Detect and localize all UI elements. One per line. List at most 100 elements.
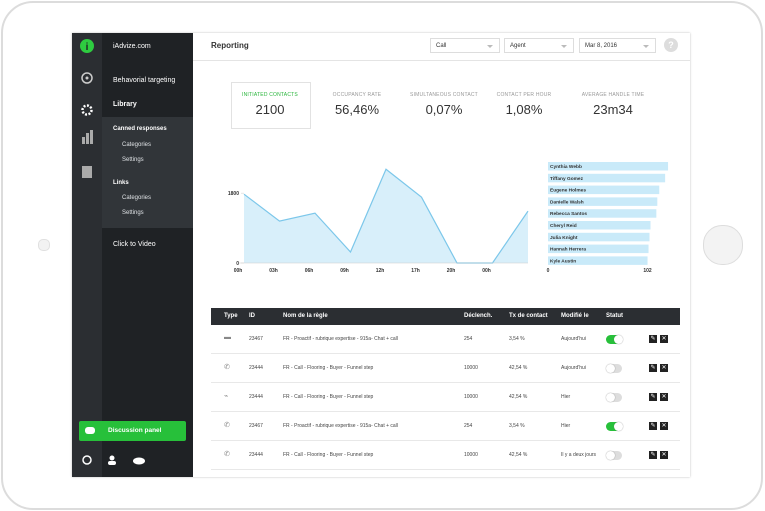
bar	[548, 256, 648, 265]
delete-button[interactable]: ✕	[660, 422, 668, 430]
kpi-value: 2100	[255, 102, 285, 117]
nav-icon[interactable]	[81, 72, 93, 84]
logo	[80, 39, 94, 53]
toggle[interactable]	[606, 364, 622, 373]
nav-icon[interactable]	[82, 166, 92, 178]
column-header: Statut	[606, 313, 623, 319]
x-tick-label: 102	[643, 268, 652, 274]
cloud-icon[interactable]	[133, 457, 145, 465]
cell: 254	[464, 423, 473, 429]
cell: 23467	[249, 336, 263, 342]
bar-label: Tiffany Gomez	[550, 176, 584, 182]
submenu-item[interactable]: Settings	[122, 157, 144, 163]
bar	[548, 244, 649, 254]
x-tick-label: 00h	[482, 268, 491, 274]
delete-button[interactable]: ✕	[660, 451, 668, 459]
toggle[interactable]	[606, 451, 622, 460]
kpi-box	[231, 82, 311, 129]
column-header: Type	[224, 313, 238, 319]
power-icon[interactable]	[82, 455, 92, 465]
cell: Aujourd'hui	[561, 365, 586, 371]
kpi-label: CONTACT PER HOUR	[496, 92, 552, 98]
icon-bar	[72, 33, 102, 477]
table-row	[211, 383, 680, 412]
x-tick-label: 20h	[447, 268, 456, 274]
kpi-label: INITIATED CONTACTS	[242, 92, 298, 98]
line-area	[244, 169, 528, 263]
kpi-value: 56,46%	[334, 102, 380, 117]
column-header: Tx de contact	[509, 313, 548, 319]
cell: FR - Call - Flooring - Buyer - Funnel st…	[283, 452, 374, 458]
edit-button[interactable]: ✎	[649, 393, 657, 401]
submenu-item[interactable]: Categories	[122, 142, 152, 148]
x-tick-label: 12h	[376, 268, 385, 274]
bar-label: Danielle Walsh	[550, 199, 584, 205]
cell: FR - Call - Flooring - Buyer - Funnel st…	[283, 365, 374, 371]
nav-icon	[85, 76, 89, 80]
nav-icon-settings[interactable]	[81, 104, 93, 116]
chat-icon	[85, 427, 95, 434]
column-header: Modifié le	[561, 313, 589, 319]
filter[interactable]: Mar 8, 2016	[579, 38, 656, 53]
kpi-label: OCCUPANCY RATE	[332, 92, 382, 98]
bar-label: Cheryl Reid	[550, 223, 577, 229]
cell: 10000	[464, 452, 478, 458]
help-button[interactable]: ?	[664, 38, 678, 52]
camera	[38, 239, 50, 251]
home-button[interactable]	[703, 225, 743, 265]
table-row	[211, 354, 680, 383]
cell: 42,54 %	[509, 365, 528, 371]
x-tick-label: 00h	[234, 268, 243, 274]
nav-icon[interactable]	[82, 137, 85, 144]
submenu-title[interactable]: Canned responses	[113, 126, 167, 132]
edit-button[interactable]: ✎	[649, 451, 657, 459]
column-header: Nom de la règle	[283, 313, 328, 319]
toggle-knob	[614, 335, 623, 344]
bar	[548, 232, 650, 242]
filter[interactable]: Call	[430, 38, 500, 53]
delete-button[interactable]: ✕	[660, 364, 668, 372]
charts: 0 1800 00h 03h 06h 09h 12h 17h 20h 00h Cynthia Web…	[228, 162, 669, 274]
cell: FR - Proactif - rubrique expertise - 915…	[283, 336, 398, 342]
type-icon: ▬	[224, 334, 231, 341]
toggle[interactable]	[606, 393, 622, 402]
cell: 3,54 %	[509, 423, 525, 429]
menu-item[interactable]: Click to Video	[113, 241, 156, 248]
brand: iAdvize.com	[113, 43, 151, 50]
footer-icons	[82, 455, 145, 465]
users-icon[interactable]	[109, 455, 115, 461]
type-icon: ⌁	[224, 393, 229, 400]
submenu-item[interactable]: Categories	[122, 195, 152, 201]
menu-item[interactable]: Library	[113, 101, 137, 108]
bar-label: Hannah Herrera	[550, 247, 586, 253]
edit-button[interactable]: ✎	[649, 335, 657, 343]
cell: FR - Call - Flooring - Buyer - Funnel st…	[283, 394, 374, 400]
table-row	[211, 412, 680, 441]
delete-button[interactable]: ✕	[660, 335, 668, 343]
cell: Aujourd'hui	[561, 336, 586, 342]
screen: i iAdvize.com Behavorial targeting Libra…	[72, 33, 690, 477]
bar-label: Julia Knight	[550, 235, 578, 241]
bar	[548, 185, 660, 195]
x-tick-label: 06h	[305, 268, 314, 274]
submenu-title[interactable]: Links	[113, 180, 129, 186]
discussion-button[interactable]: Discussion panel	[79, 421, 186, 441]
toggle-knob	[614, 422, 623, 431]
menu-item[interactable]: Behavorial targeting	[113, 77, 176, 84]
filter[interactable]: Agent	[504, 38, 574, 53]
button-label: Discussion panel	[108, 427, 162, 434]
delete-button[interactable]: ✕	[660, 393, 668, 401]
toggle[interactable]	[606, 335, 623, 344]
cell: 42,54 %	[509, 394, 528, 400]
table-row	[211, 441, 680, 470]
x-tick-label: 0	[547, 268, 550, 274]
bar-label: Cynthia Webb	[550, 164, 582, 170]
bar	[548, 162, 669, 171]
kpi-label: AVERAGE HANDLE TIME	[581, 92, 645, 98]
x-tick-label: 03h	[269, 268, 278, 274]
submenu-item[interactable]: Settings	[122, 210, 144, 216]
toggle[interactable]	[606, 422, 623, 431]
edit-button[interactable]: ✎	[649, 364, 657, 372]
edit-button[interactable]: ✎	[649, 422, 657, 430]
